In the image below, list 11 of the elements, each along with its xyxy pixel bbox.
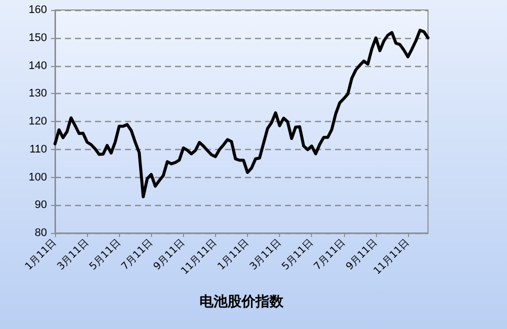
y-tick-label: 90 [34,199,47,212]
y-tick-label: 150 [28,32,47,44]
y-tick-label: 130 [28,88,47,100]
y-tick-label: 160 [28,4,47,16]
y-tick-label: 140 [28,60,47,72]
line-series [54,28,430,198]
y-tick-label: 100 [28,171,47,184]
y-tick-label: 110 [29,143,47,156]
y-tick-label: 120 [28,116,47,128]
y-tick-label: 80 [34,227,47,239]
x-axis-title: 电池股价指数 [200,294,284,310]
